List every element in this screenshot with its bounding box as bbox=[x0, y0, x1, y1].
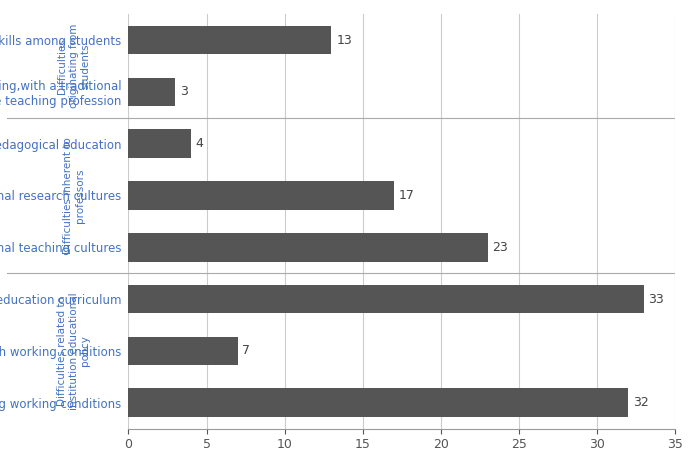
Bar bbox=[129, 181, 394, 210]
Text: 4: 4 bbox=[196, 137, 203, 150]
Text: Difficulties related to
institution educational
policy: Difficulties related to institution educ… bbox=[57, 292, 90, 410]
Bar bbox=[129, 233, 488, 261]
Text: 7: 7 bbox=[242, 344, 251, 357]
Text: Difficulties
originating from
students: Difficulties originating from students bbox=[57, 24, 90, 108]
Bar bbox=[129, 78, 175, 106]
Text: 32: 32 bbox=[633, 396, 649, 409]
Bar bbox=[129, 337, 238, 365]
Text: 3: 3 bbox=[180, 85, 188, 98]
Text: Difficulties inherent to
professors: Difficulties inherent to professors bbox=[63, 137, 85, 254]
Text: 23: 23 bbox=[492, 241, 508, 254]
Text: 13: 13 bbox=[336, 33, 352, 47]
Bar bbox=[129, 26, 331, 54]
Bar bbox=[129, 130, 191, 158]
Bar bbox=[129, 285, 644, 313]
Text: 33: 33 bbox=[649, 292, 664, 306]
Text: 17: 17 bbox=[399, 189, 415, 202]
Bar bbox=[129, 389, 628, 417]
